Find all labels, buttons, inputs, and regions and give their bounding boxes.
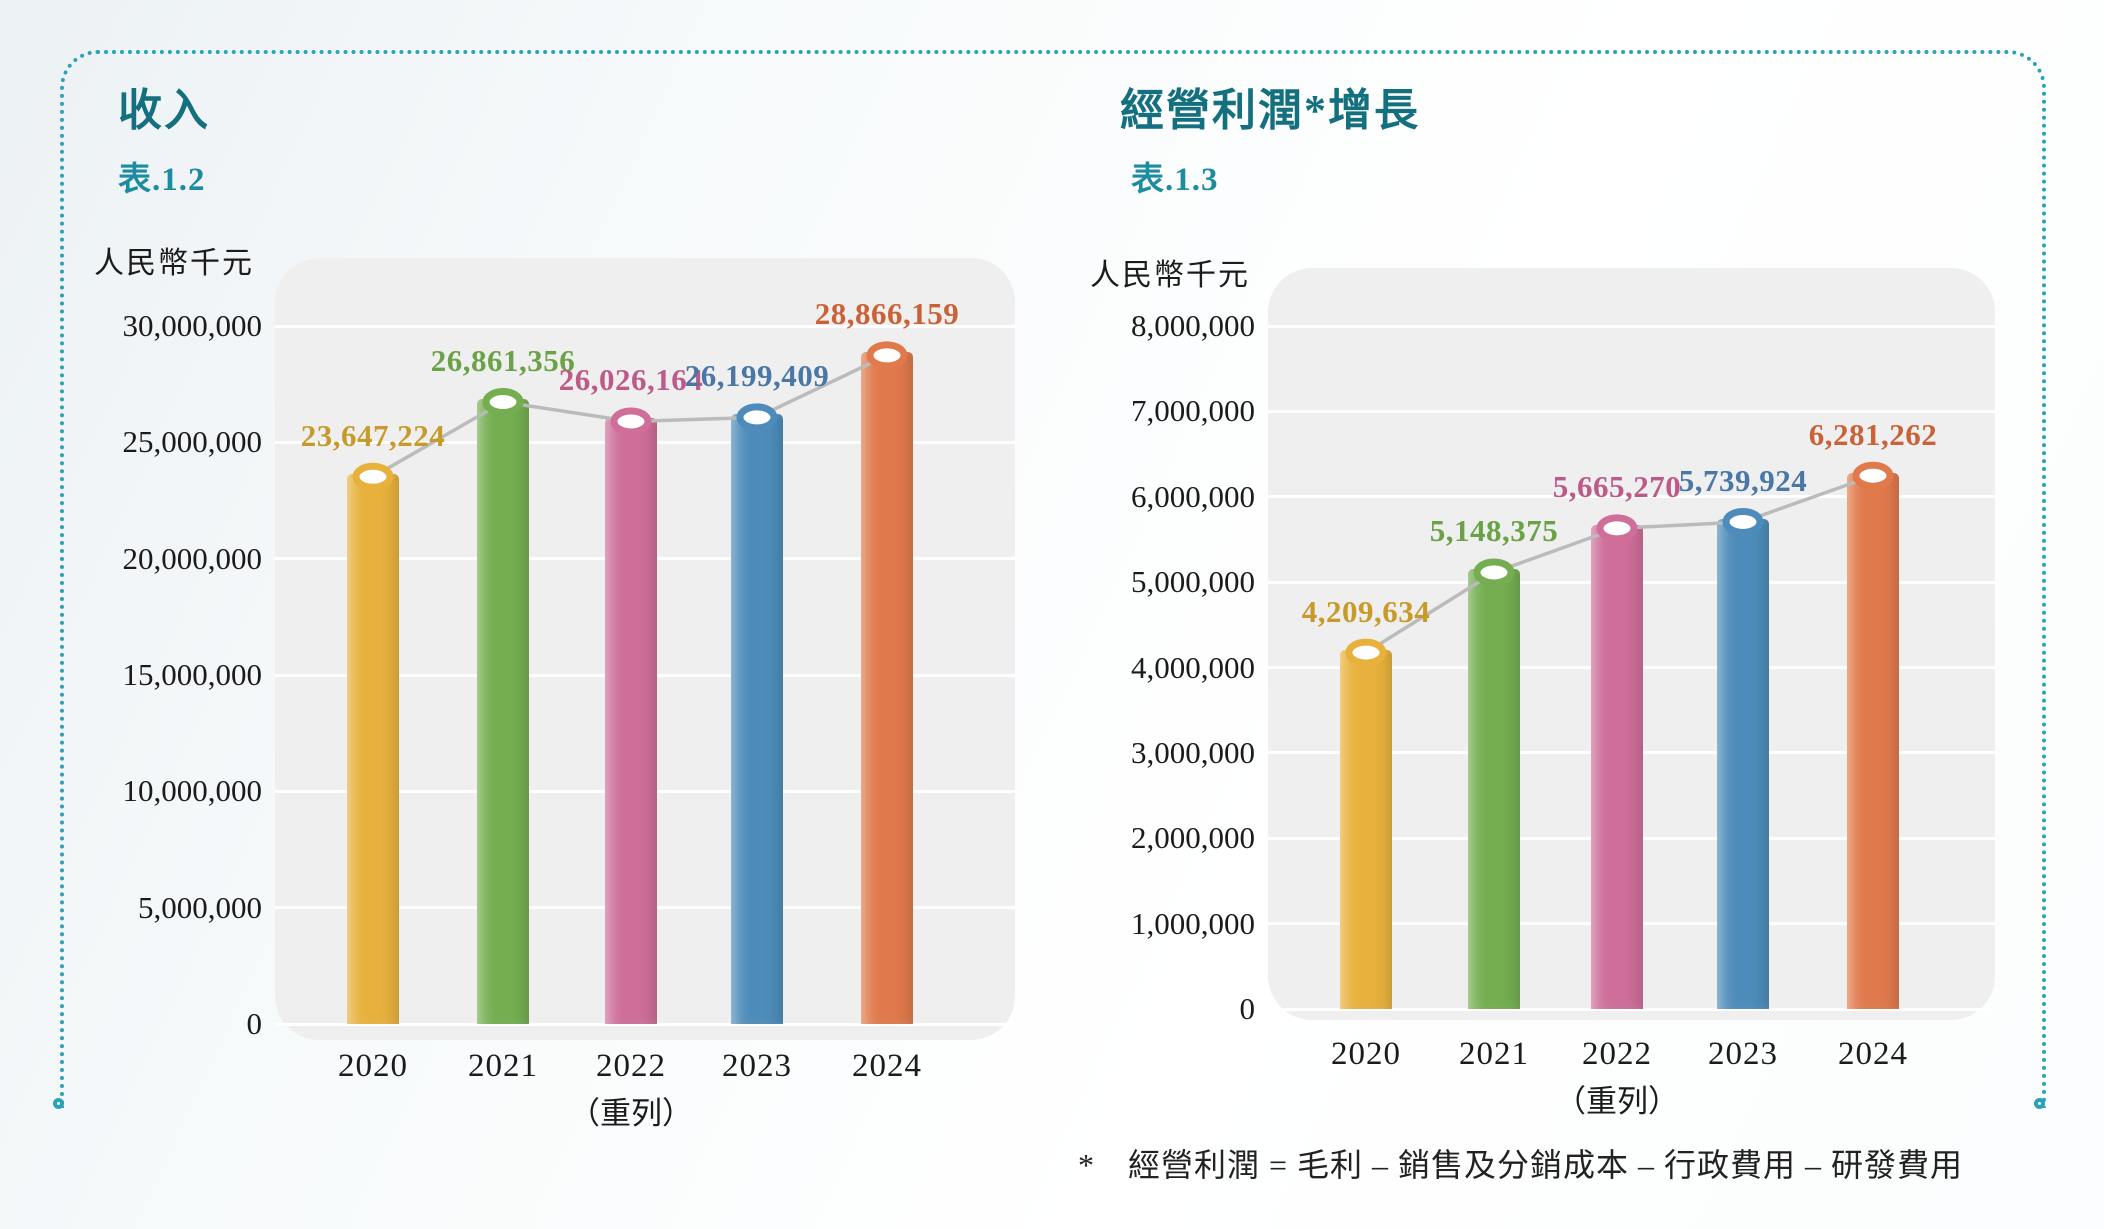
revenue-chart-subtitle: 表.1.2 [118, 162, 206, 198]
frame-end-dot-right [2034, 1098, 2045, 1109]
frame-end-dot-left [53, 1098, 64, 1109]
y-axis-tick-label: 15,000,000 [122, 657, 263, 692]
y-axis-tick-label: 7,000,000 [1131, 393, 1255, 429]
y-axis-tick-label: 0 [246, 1006, 263, 1041]
y-axis-tick-label: 5,000,000 [138, 889, 262, 925]
bar-2024 [1847, 472, 1899, 1009]
gridline [275, 324, 1015, 328]
y-axis-tick-label: 25,000,000 [122, 424, 263, 460]
value-label-2023: 26,199,409 [684, 358, 830, 394]
y-axis-tick-label: 4,000,000 [1131, 649, 1255, 685]
y-axis-tick-label: 3,000,000 [1131, 734, 1255, 770]
x-axis-sublabel-2022: （重列） [1555, 1084, 1679, 1119]
x-axis-sublabel-2022: （重列） [569, 1096, 693, 1131]
value-label-2023: 5,739,924 [1678, 462, 1808, 498]
bar-2022 [1591, 525, 1643, 1009]
gridline [1268, 409, 1995, 413]
x-axis-label-2023: 2023 [722, 1048, 792, 1084]
bar-2021 [1468, 569, 1520, 1009]
x-axis-label-2021: 2021 [1459, 1036, 1529, 1072]
bar-2023 [731, 414, 783, 1024]
x-axis-label-2020: 2020 [1331, 1036, 1401, 1072]
value-label-2024: 6,281,262 [1808, 416, 1938, 452]
x-axis-label-2023: 2023 [1708, 1036, 1778, 1072]
bar-2023 [1717, 518, 1769, 1009]
value-label-2021: 5,148,375 [1429, 513, 1559, 549]
x-axis-label-2022: 2022 [1582, 1036, 1652, 1072]
y-axis-tick-label: 6,000,000 [1131, 478, 1255, 514]
y-axis-tick-label: 1,000,000 [1131, 905, 1255, 941]
y-axis-tick-label: 0 [1239, 991, 1256, 1026]
operating-profit-chart-subtitle: 表.1.3 [1131, 162, 1219, 198]
gridline [1268, 1007, 1995, 1011]
y-axis-tick-label: 2,000,000 [1131, 820, 1255, 856]
bar-2022 [605, 418, 657, 1024]
value-label-2020: 23,647,224 [300, 417, 446, 453]
x-axis-label-2024: 2024 [852, 1048, 922, 1084]
operating-profit-footnote: * 經營利潤 = 毛利 – 銷售及分銷成本 – 行政費用 – 研發費用 [1078, 1147, 1964, 1183]
x-axis-label-2020: 2020 [338, 1048, 408, 1084]
y-axis-tick-label: 10,000,000 [122, 773, 263, 809]
operating-profit-chart-unit-label: 人民幣千元 [1090, 259, 1250, 292]
revenue-chart-unit-label: 人民幣千元 [94, 247, 254, 280]
x-axis-label-2024: 2024 [1838, 1036, 1908, 1072]
value-label-2022: 5,665,270 [1552, 469, 1682, 505]
value-label-2022: 26,026,164 [558, 362, 704, 398]
y-axis-tick-label: 30,000,000 [122, 308, 263, 343]
y-axis-tick-label: 5,000,000 [1131, 564, 1255, 600]
x-axis-label-2021: 2021 [468, 1048, 538, 1084]
bar-2020 [347, 473, 399, 1024]
dotted-frame-border [60, 50, 2046, 1108]
x-axis-label-2022: 2022 [596, 1048, 666, 1084]
y-axis-tick-label: 8,000,000 [1131, 308, 1255, 343]
bar-2020 [1340, 649, 1392, 1009]
value-label-2021: 26,861,356 [430, 343, 576, 379]
value-label-2020: 4,209,634 [1301, 593, 1431, 629]
revenue-chart-title: 收入 [118, 86, 210, 135]
gridline [1268, 324, 1995, 328]
value-label-2024: 28,866,159 [814, 296, 960, 332]
y-axis-tick-label: 20,000,000 [122, 540, 263, 576]
gridline [275, 1022, 1015, 1026]
bar-2024 [861, 352, 913, 1024]
operating-profit-chart-title: 經營利潤*增長 [1120, 86, 1420, 135]
bar-2021 [477, 399, 529, 1024]
